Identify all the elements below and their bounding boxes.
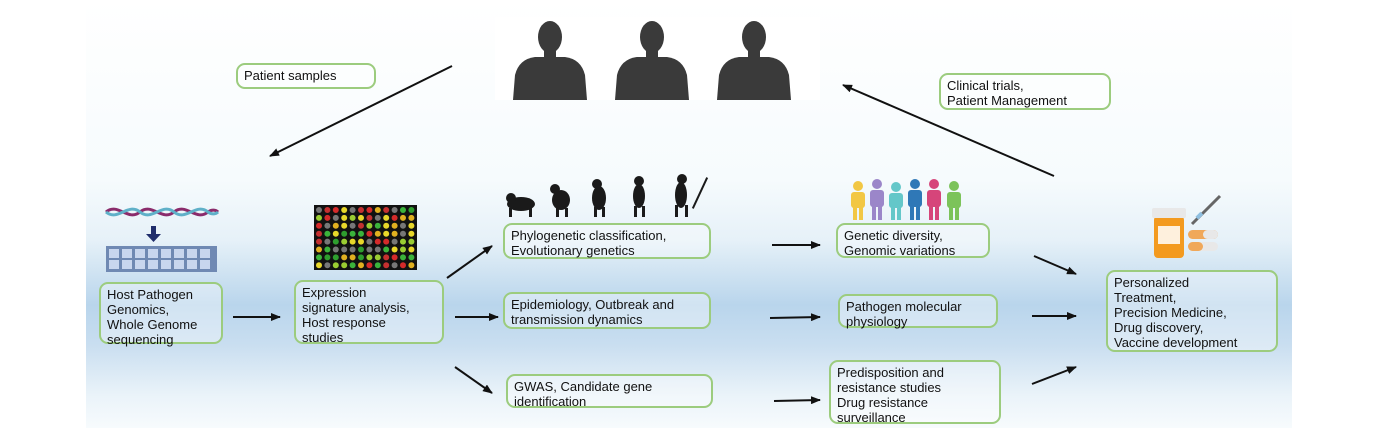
gwas-box: GWAS, Candidate gene identification	[506, 374, 713, 409]
predisposition-line-4: surveillance	[837, 410, 906, 425]
predisposition-box: Predisposition and resistance studies Dr…	[829, 360, 1001, 425]
expression-line-3: Host response	[302, 315, 386, 330]
expression-line-4: studies	[302, 330, 344, 345]
clinical-line-2: Patient Management	[947, 93, 1067, 108]
diversity-picture	[846, 178, 970, 221]
arrow-expression-to-phylogenetic	[446, 245, 493, 279]
dna-helix-icon	[105, 207, 220, 272]
personalized-line-4: Drug discovery,	[1114, 320, 1204, 335]
gwas-line-1: GWAS, Candidate gene	[514, 379, 653, 394]
host-pathogen-line-1: Host Pathogen	[107, 287, 194, 302]
phylogenetic-box: Phylogenetic classification, Evolutionar…	[503, 223, 711, 259]
personalized-line-3: Precision Medicine,	[1114, 305, 1227, 320]
host-pathogen-box: Host Pathogen Genomics, Whole Genome seq…	[99, 282, 223, 347]
epidemiology-line-1: Epidemiology, Outbreak and	[511, 297, 675, 312]
personalized-line-5: Vaccine development	[1114, 335, 1238, 350]
host-pathogen-line-4: sequencing	[107, 332, 174, 347]
host-pathogen-line-3: Whole Genome	[107, 317, 198, 332]
genetic-diversity-line-2: Genomic variations	[844, 243, 956, 258]
epidemiology-line-2: transmission dynamics	[511, 312, 643, 327]
evolution-picture	[503, 174, 711, 218]
medicine-picture	[1152, 194, 1224, 260]
phylogenetic-line-2: Evolutionary genetics	[511, 243, 635, 258]
expression-line-2: signature analysis,	[302, 300, 410, 315]
arrow-personalized-to-patients	[842, 84, 1055, 177]
dna-picture	[104, 202, 220, 274]
patient-samples-label: Patient samples	[244, 68, 337, 83]
personalized-treatment-box: Personalized Treatment, Precision Medici…	[1106, 270, 1278, 352]
gwas-line-2: identification	[514, 394, 587, 409]
medicine-bottle-icon	[1152, 194, 1222, 258]
predisposition-line-3: Drug resistance	[837, 395, 929, 410]
arrow-expression-to-gwas	[454, 366, 493, 394]
personalized-line-2: Treatment,	[1114, 290, 1177, 305]
genetic-diversity-box: Genetic diversity, Genomic variations	[836, 223, 990, 258]
phylogenetic-line-1: Phylogenetic classification,	[511, 228, 667, 243]
pathogen-physiology-box: Pathogen molecular physiology	[838, 294, 998, 329]
pathogen-physiology-line-2: physiology	[846, 314, 908, 329]
human-torso-icon	[513, 21, 791, 100]
clinical-line-1: Clinical trials,	[947, 78, 1024, 93]
expression-line-1: Expression	[302, 285, 367, 300]
evolution-icon	[506, 174, 709, 217]
patients-picture	[495, 17, 820, 100]
arrow-diversity-to-personalized	[1033, 255, 1077, 275]
genetic-diversity-line-1: Genetic diversity,	[844, 228, 943, 243]
diverse-people-icon	[851, 179, 961, 220]
arrow-epidemiology-to-physiology	[769, 313, 821, 322]
clinical-trials-box: Clinical trials, Patient Management	[939, 73, 1111, 110]
arrow-predisposition-to-personalized	[1031, 366, 1077, 385]
expression-box: Expression signature analysis, Host resp…	[294, 280, 444, 345]
arrow-patients-to-genomics	[269, 65, 453, 157]
pathogen-physiology-line-1: Pathogen molecular	[846, 299, 962, 314]
arrow-gwas-to-predisposition	[773, 396, 821, 405]
microarray-icon	[314, 205, 417, 270]
microarray-picture	[314, 205, 417, 270]
predisposition-line-2: resistance studies	[837, 380, 942, 395]
host-pathogen-line-2: Genomics,	[107, 302, 170, 317]
epidemiology-box: Epidemiology, Outbreak and transmission …	[503, 292, 711, 329]
patient-samples-box: Patient samples	[236, 63, 376, 89]
predisposition-line-1: Predisposition and	[837, 365, 944, 380]
personalized-line-1: Personalized	[1114, 275, 1190, 290]
